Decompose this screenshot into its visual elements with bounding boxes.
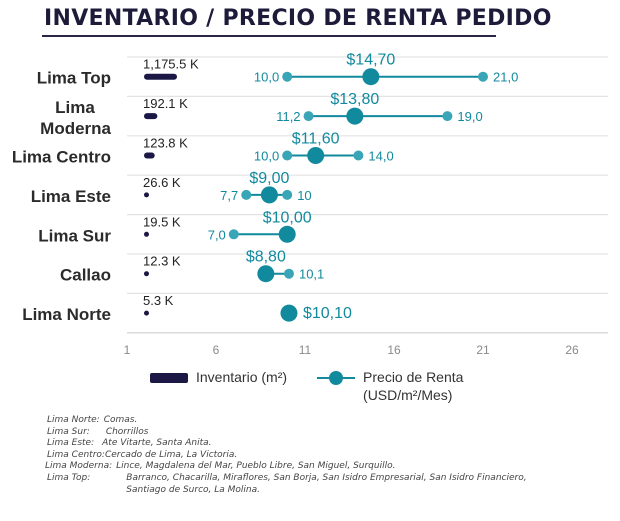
price-max-label: 21,0 bbox=[493, 70, 518, 85]
category-label: Lima bbox=[55, 98, 95, 117]
legend-item-price: Precio de Renta (USD/m²/Mes) bbox=[287, 368, 463, 404]
note-row: Lima Sur: Chorrillos bbox=[47, 427, 546, 439]
price-max-point bbox=[282, 189, 293, 200]
note-row: Lima Moderna: Lince, Magdalena del Mar, P… bbox=[45, 461, 546, 473]
price-avg-point bbox=[260, 186, 278, 204]
note-text: Comas. bbox=[103, 415, 138, 425]
category-label: Moderna bbox=[40, 119, 111, 138]
legend-label-inventory: Inventario (m²) bbox=[196, 369, 288, 385]
title-underline bbox=[42, 35, 496, 37]
price-avg-label: $14,70 bbox=[346, 52, 395, 69]
note-text: Cercado de Lima, La Victoria. bbox=[104, 449, 238, 460]
category-label: Callao bbox=[60, 266, 111, 285]
price-avg-point bbox=[346, 107, 364, 125]
note-text: Barranco, Chacarilla, Miraflores, San Bo… bbox=[126, 472, 527, 495]
inventory-bar bbox=[144, 231, 149, 237]
price-max-label: 10 bbox=[297, 188, 311, 203]
price-avg-point bbox=[280, 304, 298, 322]
note-label: Lima Moderna: bbox=[45, 461, 113, 472]
note-label: Lima Este: bbox=[47, 438, 95, 449]
price-avg-label: $11,60 bbox=[292, 131, 340, 148]
inventory-label: 192.1 K bbox=[143, 96, 188, 111]
x-tick-label: 11 bbox=[299, 343, 312, 357]
price-max-label: 14,0 bbox=[368, 149, 393, 164]
price-min-point bbox=[282, 150, 293, 161]
note-row: Lima Norte: Comas. bbox=[47, 415, 546, 427]
category-label: Lima Norte bbox=[22, 305, 111, 324]
inventory-bar bbox=[144, 192, 149, 198]
legend-label-price: Precio de Renta (USD/m²/Mes) bbox=[363, 368, 463, 404]
price-avg-label: $9,00 bbox=[249, 170, 289, 187]
inventory-bar bbox=[144, 152, 155, 159]
price-min-point bbox=[282, 71, 293, 82]
category-label: Lima Centro bbox=[12, 148, 111, 167]
note-label: Lima Top: bbox=[47, 472, 91, 483]
price-avg-label: $10,00 bbox=[263, 209, 312, 226]
price-swatch-icon bbox=[317, 368, 356, 388]
price-avg-point bbox=[278, 225, 296, 243]
inventory-label: 1,175.5 K bbox=[143, 57, 199, 72]
price-avg-label: $13,80 bbox=[330, 91, 379, 108]
note-label: Lima Sur: bbox=[47, 426, 90, 437]
legend-item-inventory: Inventario (m²) bbox=[150, 368, 287, 386]
inventory-label: 5.3 K bbox=[143, 293, 174, 308]
note-row: Lima Este: Ate Vitarte, Santa Anita. bbox=[47, 438, 546, 450]
category-label: Lima Top bbox=[37, 69, 111, 88]
price-min-point bbox=[303, 111, 314, 122]
price-min-label: 7,7 bbox=[220, 188, 238, 203]
note-row: Lima Centro: Cercado de Lima, La Victoria… bbox=[47, 450, 546, 462]
price-avg-point bbox=[257, 265, 275, 283]
inventory-label: 19.5 K bbox=[143, 214, 181, 229]
district-notes: Lima Norte: Comas. Lima Sur: Chorrillos Lima… bbox=[45, 415, 546, 496]
inventory-bar bbox=[144, 113, 158, 120]
inventory-label: 26.6 K bbox=[143, 175, 181, 190]
price-avg-point bbox=[362, 68, 380, 86]
price-avg-point bbox=[307, 147, 325, 164]
chart-legend: Inventario (m²) Precio de Renta (USD/m²/… bbox=[150, 368, 463, 404]
inventory-label: 12.3 K bbox=[143, 254, 181, 269]
note-row: Lima Top: Barranco, Chacarilla, Miraflore… bbox=[47, 473, 546, 496]
price-min-label: 7,0 bbox=[208, 227, 226, 242]
chart-title: INVENTARIO / PRECIO DE RENTA PEDIDO bbox=[44, 6, 552, 31]
note-text: Chorrillos bbox=[105, 426, 149, 437]
inventory-bar bbox=[144, 271, 149, 277]
legend-label-price-line2: (USD/m²/Mes) bbox=[363, 387, 453, 403]
price-max-point bbox=[283, 268, 294, 279]
x-tick-label: 6 bbox=[213, 343, 220, 357]
price-max-point bbox=[478, 71, 488, 82]
note-text: Ate Vitarte, Santa Anita. bbox=[102, 438, 212, 449]
price-min-label: 10,0 bbox=[254, 149, 279, 164]
price-max-label: 19,0 bbox=[457, 109, 482, 124]
price-min-point bbox=[228, 229, 239, 240]
x-tick-label: 1 bbox=[124, 343, 131, 357]
x-tick-label: 16 bbox=[387, 343, 401, 357]
price-min-point bbox=[241, 189, 252, 200]
inventory-bar bbox=[144, 73, 177, 80]
price-max-label: 10,1 bbox=[299, 267, 324, 282]
inventory-swatch bbox=[150, 373, 188, 383]
category-label: Lima Sur bbox=[38, 226, 111, 245]
price-min-label: 11,2 bbox=[276, 109, 300, 124]
x-tick-label: 26 bbox=[565, 343, 579, 357]
price-max-point bbox=[442, 111, 453, 122]
price-avg-label: $8,80 bbox=[246, 249, 286, 266]
legend-label-price-line1: Precio de Renta bbox=[363, 369, 464, 385]
inventory-bar bbox=[144, 310, 149, 316]
category-label: Lima Este bbox=[31, 187, 111, 206]
price-max-point bbox=[353, 150, 364, 161]
x-tick-label: 21 bbox=[476, 343, 490, 357]
note-text: Lince, Magdalena del Mar, Pueblo Libre, … bbox=[116, 461, 396, 472]
inventory-label: 123.8 K bbox=[143, 136, 188, 151]
price-min-label: 10,0 bbox=[254, 70, 279, 85]
price-avg-label: $10,10 bbox=[303, 305, 352, 322]
note-label: Lima Centro: bbox=[47, 449, 105, 460]
note-label: Lima Norte: bbox=[47, 415, 100, 425]
